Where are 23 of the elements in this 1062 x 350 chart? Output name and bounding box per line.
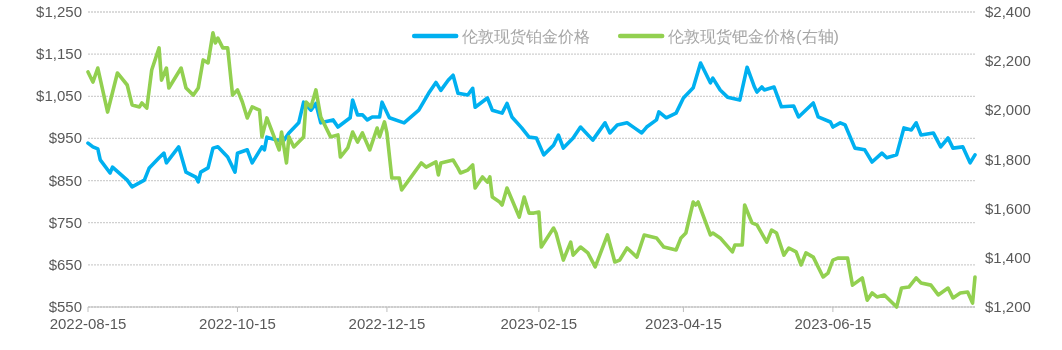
y-tick-label: $1,250	[36, 3, 82, 20]
y2-tick-label: $2,400	[985, 3, 1031, 20]
x-tick-label: 2022-10-15	[199, 315, 276, 332]
legend-label: 伦敦现货钯金价格(右轴)	[668, 28, 839, 45]
x-tick-label: 2023-06-15	[794, 315, 872, 332]
y-tick-label: $650	[48, 255, 82, 273]
x-tick-label: 2022-08-15	[49, 315, 127, 332]
y2-tick-label: $2,200	[985, 52, 1031, 70]
x-tick-label: 2022-12-15	[348, 315, 426, 332]
y-tick-label: $1,050	[36, 87, 82, 105]
y2-tick-label: $1,600	[985, 199, 1031, 217]
x-tick-label: 2023-02-15	[500, 315, 578, 332]
y-tick-label: $550	[48, 298, 82, 315]
x-tick-label: 2023-04-15	[645, 315, 722, 332]
legend-label: 伦敦现货铂金价格	[462, 28, 591, 45]
y2-tick-label: $2,000	[985, 101, 1031, 119]
y2-tick-label: $1,800	[985, 150, 1031, 168]
y-tick-label: $750	[48, 213, 82, 231]
y2-tick-label: $1,200	[985, 298, 1031, 315]
y-tick-label: $850	[48, 171, 82, 189]
y-tick-label: $1,150	[36, 45, 82, 63]
y2-tick-label: $1,400	[985, 248, 1031, 266]
y-tick-label: $950	[48, 129, 82, 147]
